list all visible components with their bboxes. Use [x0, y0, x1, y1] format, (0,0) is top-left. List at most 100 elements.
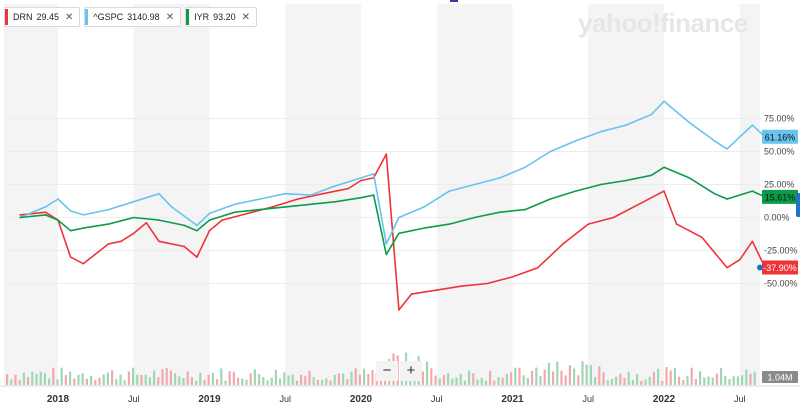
legend-chip-gspc[interactable]: ^GSPC 3140.98 ✕	[84, 7, 182, 27]
volume-bar	[346, 379, 349, 385]
volume-bar	[81, 373, 84, 385]
zoom-controls: − +	[376, 361, 424, 381]
data-point	[107, 243, 110, 245]
grid-band-5	[739, 4, 760, 385]
zoom-in-button[interactable]: +	[400, 361, 422, 381]
data-point	[297, 198, 299, 200]
volume-bar	[732, 376, 735, 385]
scroll-handle[interactable]	[796, 193, 800, 217]
data-point	[82, 262, 85, 265]
data-point	[701, 236, 703, 239]
volume-bar	[535, 367, 538, 385]
volume-bar	[564, 375, 567, 385]
data-point	[69, 256, 72, 258]
data-point	[19, 216, 21, 219]
volume-bar	[505, 374, 508, 385]
data-point	[650, 113, 653, 116]
data-point	[461, 285, 463, 287]
data-point	[625, 124, 627, 126]
volume-bar	[371, 369, 374, 385]
volume-bar	[745, 369, 748, 385]
volume-bar	[148, 377, 151, 385]
data-point	[372, 194, 375, 196]
volume-bar	[102, 374, 105, 385]
zoom-out-button[interactable]: −	[376, 361, 398, 381]
volume-bar	[648, 376, 651, 385]
legend-chip-iyr[interactable]: IYR 93.20 ✕	[185, 7, 258, 27]
data-point	[82, 227, 85, 229]
close-icon[interactable]: ✕	[165, 11, 175, 23]
volume-bar	[144, 374, 147, 385]
volume-bar	[337, 373, 340, 385]
data-point	[69, 229, 72, 232]
volume-bar	[300, 374, 303, 385]
volume-bar	[690, 367, 693, 385]
yahoo-finance-logo: yahoo!finance	[578, 8, 748, 38]
data-point	[196, 256, 198, 258]
x-tick-label-0: 2018	[47, 394, 70, 405]
data-point	[132, 216, 135, 219]
y-tick-label-2: 25.00%	[764, 180, 795, 190]
data-point	[675, 223, 678, 225]
data-point	[360, 196, 362, 199]
legend-value-drn: 29.45	[36, 12, 60, 22]
data-point	[663, 100, 665, 103]
volume-bar	[514, 367, 517, 385]
volume-bar	[106, 372, 109, 385]
volume-bar	[253, 369, 256, 385]
volume-label: 1.04M	[767, 373, 792, 383]
volume-bar	[132, 367, 135, 385]
volume-bar	[531, 370, 534, 385]
volume-bar	[501, 377, 504, 385]
data-point	[246, 212, 249, 215]
data-point	[309, 194, 312, 196]
volume-bar	[178, 376, 181, 385]
volume-bar	[363, 368, 366, 385]
volume-bar	[342, 373, 345, 385]
x-tick-label-4: 2020	[350, 394, 373, 405]
series-line-iyr	[20, 166, 766, 256]
volume-bar	[161, 368, 164, 385]
volume-bar	[216, 379, 219, 385]
volume-bar	[640, 380, 643, 385]
volume-bar	[606, 380, 609, 385]
volume-bar	[610, 378, 613, 385]
data-point	[385, 243, 388, 245]
data-point	[183, 224, 186, 227]
volume-bar	[174, 373, 177, 385]
data-point	[600, 130, 602, 133]
data-point	[726, 266, 728, 269]
data-point	[183, 245, 186, 248]
volume-bar	[728, 378, 731, 385]
volume-bar	[673, 368, 676, 385]
volume-bar	[77, 374, 80, 385]
data-point	[259, 208, 261, 211]
volume-bar	[539, 376, 542, 385]
data-point	[549, 198, 552, 200]
volume-bar	[295, 380, 298, 385]
volume-bar	[10, 379, 13, 385]
data-point	[44, 206, 47, 208]
last-value-label-1: 61.16%	[765, 132, 796, 142]
volume-bar	[115, 379, 118, 385]
volume-bar	[262, 377, 265, 385]
volume-bar	[316, 379, 319, 385]
data-point	[284, 192, 287, 195]
data-point	[448, 223, 451, 225]
data-point	[158, 219, 160, 221]
volume-bar	[749, 373, 752, 385]
close-icon[interactable]: ✕	[65, 11, 74, 23]
volume-bar	[22, 372, 25, 385]
x-tick-label-1: Jul	[128, 394, 140, 404]
volume-bar	[447, 373, 450, 385]
data-point	[347, 187, 350, 190]
close-icon[interactable]: ✕	[241, 11, 251, 23]
legend-chip-drn[interactable]: DRN 29.45 ✕	[4, 7, 81, 27]
data-point	[233, 211, 236, 214]
volume-bar	[119, 374, 122, 385]
volume-bar	[52, 367, 55, 385]
data-point	[360, 179, 362, 182]
volume-bar	[568, 365, 571, 385]
volume-bar	[291, 374, 294, 385]
volume-bar	[333, 374, 336, 385]
